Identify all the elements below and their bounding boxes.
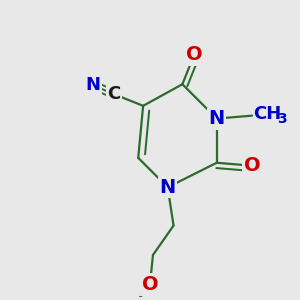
Text: CH: CH xyxy=(254,105,282,123)
Text: C: C xyxy=(107,85,120,103)
Text: O: O xyxy=(186,45,202,64)
Text: N: N xyxy=(160,178,176,197)
Text: 3: 3 xyxy=(277,112,287,126)
Text: O: O xyxy=(142,275,158,294)
Text: N: N xyxy=(208,109,225,128)
Text: N: N xyxy=(85,76,100,94)
Text: O: O xyxy=(244,156,260,175)
